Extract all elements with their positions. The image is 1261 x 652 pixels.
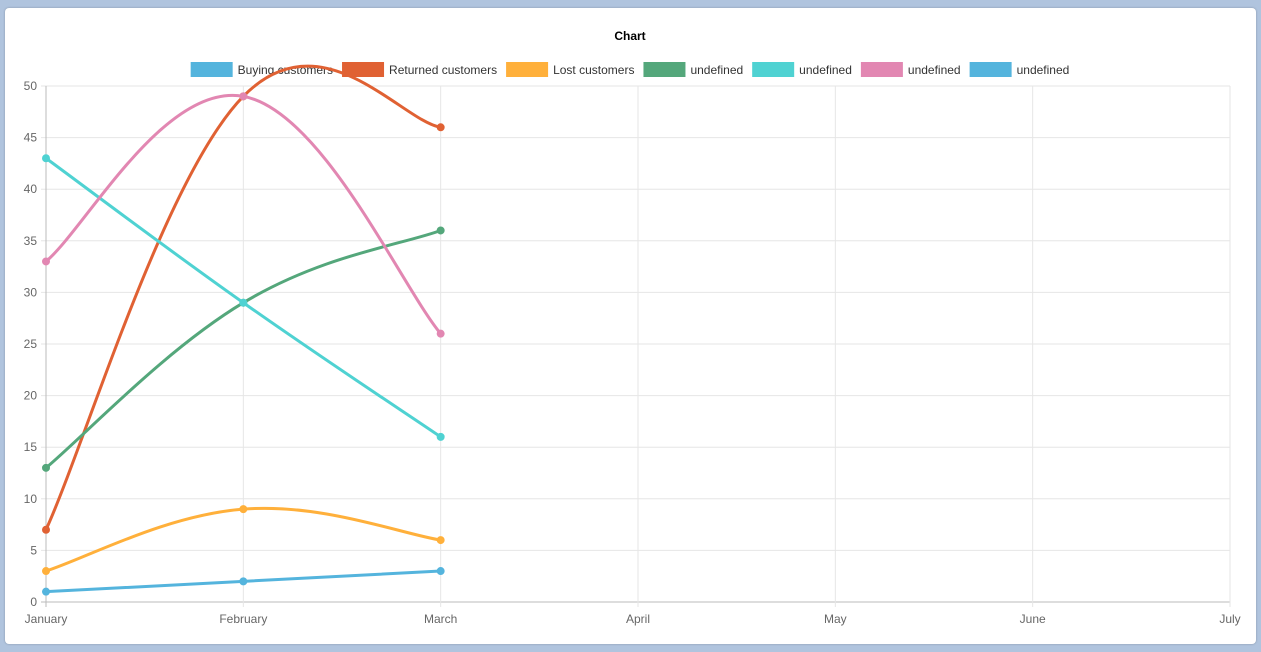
series-line <box>42 567 445 596</box>
legend-item[interactable]: undefined <box>643 62 743 77</box>
x-tick-label: January <box>25 612 68 626</box>
legend-swatch <box>860 62 903 77</box>
legend-item[interactable]: undefined <box>752 62 852 77</box>
legend-item[interactable]: Returned customers <box>342 62 497 77</box>
x-tick-label: February <box>219 612 267 626</box>
legend-item[interactable]: undefined <box>969 62 1070 77</box>
data-point[interactable] <box>239 92 248 101</box>
legend-label: Lost customers <box>553 63 634 77</box>
legend-swatch <box>969 62 1012 77</box>
series-line <box>42 505 445 576</box>
series-line <box>42 154 445 441</box>
line-chart: Chart Buying customers Returned customers… <box>24 29 1241 626</box>
data-point[interactable] <box>436 567 445 576</box>
chart-title: Chart <box>614 29 645 43</box>
y-tick-label: 25 <box>24 337 38 351</box>
y-tick-label: 20 <box>24 389 38 403</box>
legend-label: undefined <box>908 63 961 77</box>
legend-label: undefined <box>1017 63 1070 77</box>
x-tick-label: March <box>424 612 457 626</box>
y-tick-label: 50 <box>24 79 38 93</box>
data-point[interactable] <box>42 525 50 534</box>
data-point[interactable] <box>436 536 445 545</box>
data-point[interactable] <box>436 226 445 235</box>
data-point[interactable] <box>436 432 445 441</box>
legend-swatch <box>190 62 233 77</box>
legend-item[interactable]: Buying customers <box>190 62 333 77</box>
data-point[interactable] <box>436 123 445 132</box>
legend-label: undefined <box>799 63 852 77</box>
chart-card: Chart Buying customers Returned customers… <box>5 8 1256 644</box>
y-tick-label: 30 <box>24 285 38 299</box>
plot-area <box>42 64 445 596</box>
x-tick-label: May <box>824 612 847 626</box>
legend-item[interactable]: undefined <box>860 62 961 77</box>
x-tick-label: July <box>1219 612 1240 626</box>
data-point[interactable] <box>42 463 50 472</box>
y-tick-label: 35 <box>24 234 38 248</box>
x-tick-label: April <box>626 612 650 626</box>
y-tick-label: 45 <box>24 131 38 145</box>
y-tick-label: 5 <box>30 543 37 557</box>
data-point[interactable] <box>42 257 50 266</box>
legend-label: undefined <box>690 63 743 77</box>
data-point[interactable] <box>239 298 248 307</box>
y-tick-label: 0 <box>30 595 37 609</box>
data-point[interactable] <box>42 587 50 596</box>
legend-item[interactable]: Lost customers <box>506 62 634 77</box>
series-line <box>42 92 445 338</box>
data-point[interactable] <box>239 505 248 514</box>
data-point[interactable] <box>436 329 445 338</box>
legend-label: Returned customers <box>389 63 497 77</box>
data-point[interactable] <box>42 154 50 163</box>
legend-swatch <box>506 62 549 77</box>
data-point[interactable] <box>42 567 50 576</box>
x-tick-label: June <box>1020 612 1046 626</box>
data-point[interactable] <box>239 577 248 586</box>
x-axis: January February March April May June July <box>25 612 1241 626</box>
y-axis: 0 5 10 15 20 25 30 35 40 45 50 <box>24 79 38 609</box>
y-tick-label: 15 <box>24 440 38 454</box>
legend: Buying customers Returned customers Lost c… <box>190 62 1070 77</box>
legend-swatch <box>643 62 686 77</box>
legend-swatch <box>342 62 385 77</box>
series-path <box>44 64 441 531</box>
y-tick-label: 40 <box>24 182 38 196</box>
y-tick-label: 10 <box>24 492 38 506</box>
legend-swatch <box>752 62 795 77</box>
grid <box>41 85 1231 607</box>
